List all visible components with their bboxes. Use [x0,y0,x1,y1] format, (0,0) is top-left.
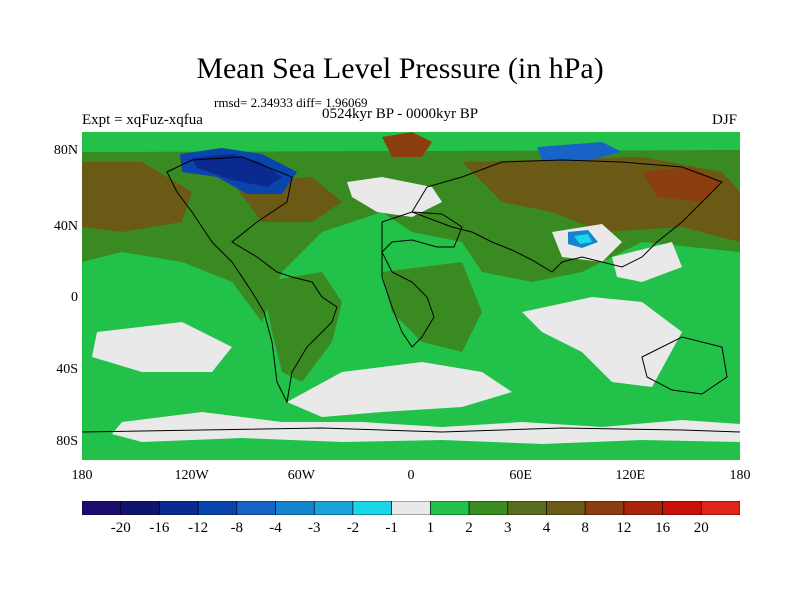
colorbar-label: -12 [188,520,209,536]
field-cyan-tibet [574,234,592,244]
colorbar-swatch [507,501,547,515]
colorbar [82,501,740,515]
colorbar-swatch [662,501,702,515]
colorbar-swatch [275,501,315,515]
field-white-asia-east [612,242,682,282]
field-white-southatl [287,362,512,417]
field-white-indian [522,297,682,387]
colorbar-swatch [313,501,354,515]
pressure-map [82,132,740,460]
colorbar-label: 12 [616,520,632,536]
colorbar-swatch [584,501,625,515]
colorbar-swatch [700,501,740,515]
lat-label: 40N [53,219,78,234]
lon-label: 60E [509,468,532,483]
colorbar-swatch [352,501,392,515]
period-label: 0524kyr BP - 0000kyr BP [322,106,479,122]
colorbar-label: 8 [581,520,589,536]
field-olive-africa [382,262,482,352]
field-rust-arctic [382,132,432,157]
colorbar-label: -1 [385,520,398,536]
field-rust-russia [642,167,722,202]
colorbar-label: -2 [346,520,360,536]
colorbar-label: -3 [307,520,321,536]
colorbar-swatch [430,501,470,515]
season-label: DJF [712,112,738,128]
colorbar-swatch [197,501,238,515]
colorbar-swatch [468,501,509,515]
colorbar-swatch [391,501,431,515]
coastlines [82,156,740,433]
stats-text: rmsd= 2.34933 diff= 1.96069 [214,95,368,110]
experiment-label: Expt = xqFuz-xqfua [82,112,203,128]
colorbar-swatch [159,501,199,515]
colorbar-label: 2 [465,520,473,536]
lon-label: 60W [287,468,315,483]
colorbar-label: 16 [655,520,671,536]
lat-label: 0 [71,290,78,305]
lat-label: 80S [56,434,78,449]
field-brown-northpac [82,162,192,232]
field-white-atlantic [347,177,442,217]
colorbar-label: 3 [504,520,512,536]
colorbar-label: 1 [426,520,435,536]
lat-label: 80N [53,143,78,158]
field-white-southpac [92,322,232,372]
colorbar-swatch [546,501,586,515]
colorbar-swatch [623,501,663,515]
field-blue-siberia [537,142,622,162]
lon-label: 180 [71,468,93,483]
field-blue-canada-core [192,154,282,187]
colorbar-label: 4 [542,520,551,536]
field-olive-south-america [262,272,342,382]
colorbar-swatch [236,501,276,515]
chart-title: Mean Sea Level Pressure (in hPa) [196,52,604,85]
lat-label: 40S [56,362,78,377]
lon-label: 120E [615,468,646,483]
colorbar-swatch [120,501,160,515]
colorbar-label: -4 [269,520,282,536]
colorbar-label: -16 [149,520,170,536]
colorbar-swatch [82,501,122,515]
lon-label: 180 [729,468,751,483]
colorbar-label: 20 [693,520,709,536]
lon-label: 120W [174,468,209,483]
colorbar-label: -8 [230,520,244,536]
colorbar-label: -20 [110,520,131,536]
lon-label: 0 [407,468,415,483]
field-white-antarctic [112,412,740,444]
